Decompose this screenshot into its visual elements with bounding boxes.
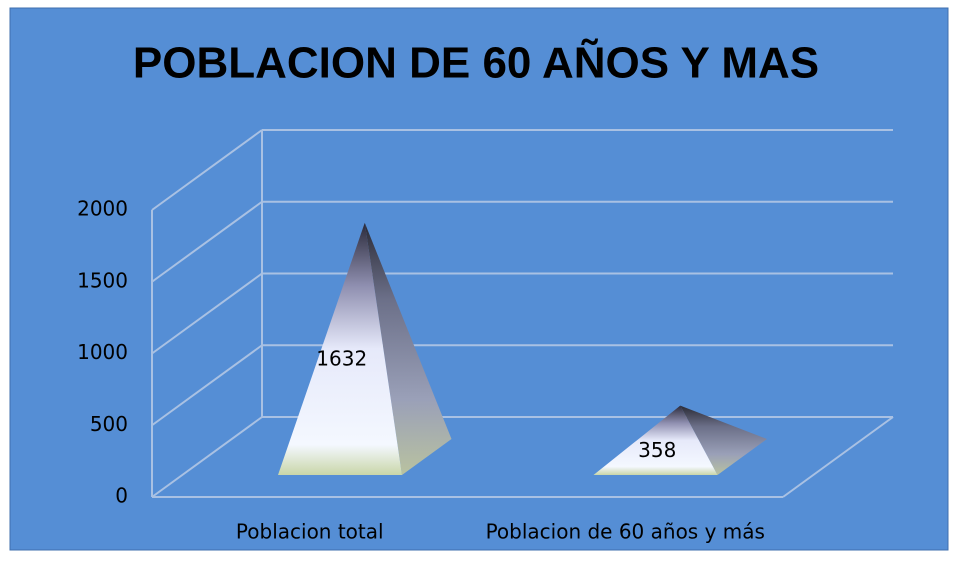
- y-tick-label: 1500: [77, 268, 128, 292]
- grid-line-side: [151, 416, 263, 498]
- chart-title: POBLACION DE 60 AÑOS Y MAS: [133, 38, 819, 88]
- chart-background: [9, 7, 949, 551]
- y-tick-label: 1000: [77, 340, 128, 364]
- y-tick-label: 2000: [77, 197, 128, 221]
- grid-line-side: [151, 129, 263, 211]
- y-tick-label: 0: [115, 484, 128, 508]
- x-tick-label: Poblacion total: [236, 520, 384, 544]
- pyramid-front: [278, 222, 402, 475]
- data-label: 358: [638, 438, 676, 462]
- floor-right-edge: [782, 416, 894, 498]
- data-label: 1632: [316, 346, 367, 370]
- pyramid-front: [593, 405, 718, 475]
- y-tick-label: 500: [90, 412, 128, 436]
- pyramid-side: [364, 222, 452, 475]
- x-tick-label: Poblacion de 60 años y más: [486, 520, 765, 544]
- grid-line-side: [151, 272, 263, 355]
- pyramid-side: [680, 405, 767, 475]
- grid-line-side: [151, 200, 263, 283]
- grid-line-side: [151, 344, 263, 427]
